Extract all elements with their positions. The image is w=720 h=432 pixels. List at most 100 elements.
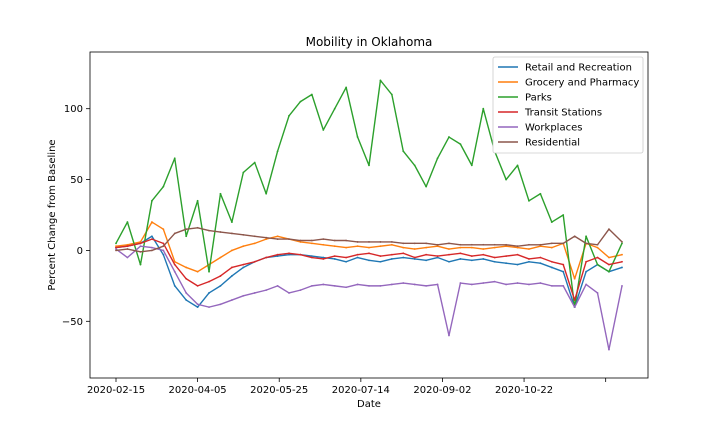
data-point bbox=[562, 284, 565, 287]
data-point bbox=[516, 164, 519, 167]
data-point bbox=[173, 270, 176, 273]
data-point bbox=[299, 241, 302, 243]
data-point bbox=[185, 292, 188, 294]
data-point bbox=[608, 348, 610, 351]
y-tick-label: 50 bbox=[70, 175, 83, 186]
data-point bbox=[596, 263, 599, 266]
data-point bbox=[356, 241, 359, 243]
data-point bbox=[208, 280, 210, 283]
data-point bbox=[413, 256, 416, 259]
data-point bbox=[550, 260, 553, 263]
legend-entry: Transit Stations bbox=[524, 108, 602, 119]
data-point bbox=[139, 250, 142, 253]
data-point bbox=[253, 235, 256, 238]
data-point bbox=[288, 253, 290, 256]
data-point bbox=[425, 185, 428, 188]
data-point bbox=[219, 303, 222, 306]
data-point bbox=[493, 243, 496, 246]
data-point bbox=[322, 283, 325, 286]
data-point bbox=[242, 294, 245, 297]
data-point bbox=[459, 143, 462, 146]
data-point bbox=[402, 252, 405, 255]
data-point bbox=[585, 235, 587, 238]
data-point bbox=[621, 253, 623, 256]
data-point bbox=[185, 277, 188, 280]
data-point bbox=[516, 245, 519, 248]
data-point bbox=[482, 243, 485, 246]
data-point bbox=[459, 243, 462, 246]
data-point bbox=[608, 263, 610, 266]
data-point bbox=[436, 245, 439, 248]
data-point bbox=[585, 260, 587, 263]
data-point bbox=[310, 256, 313, 259]
y-axis: −50 0 50 100 bbox=[62, 104, 90, 328]
data-point bbox=[333, 255, 336, 258]
data-point bbox=[436, 243, 439, 246]
data-point bbox=[573, 277, 576, 280]
data-point bbox=[379, 245, 382, 248]
x-tick-label: 2020-09-02 bbox=[413, 385, 471, 396]
data-point bbox=[115, 249, 117, 252]
data-point bbox=[402, 246, 405, 249]
data-point bbox=[528, 243, 530, 246]
data-point bbox=[173, 284, 176, 287]
data-point bbox=[621, 266, 623, 269]
data-point bbox=[482, 282, 485, 284]
data-point bbox=[573, 299, 576, 301]
data-point bbox=[596, 292, 599, 294]
data-point bbox=[539, 192, 542, 195]
data-point bbox=[470, 255, 473, 258]
data-point bbox=[425, 253, 428, 256]
data-point bbox=[368, 252, 370, 255]
data-point bbox=[425, 259, 428, 262]
data-point bbox=[310, 255, 313, 258]
data-point bbox=[139, 263, 142, 266]
data-point bbox=[219, 231, 222, 233]
data-point bbox=[356, 283, 359, 286]
data-point bbox=[390, 258, 393, 260]
y-tick-label: 100 bbox=[64, 104, 83, 115]
x-tick-label: 2020-02-15 bbox=[87, 385, 145, 396]
data-point bbox=[539, 243, 542, 246]
data-point bbox=[126, 245, 129, 248]
data-point bbox=[173, 260, 176, 263]
data-point bbox=[230, 221, 233, 223]
data-point bbox=[608, 270, 610, 273]
data-point bbox=[550, 266, 553, 269]
data-point bbox=[162, 228, 165, 231]
data-point bbox=[265, 236, 268, 239]
data-point bbox=[333, 245, 336, 248]
data-point bbox=[413, 248, 416, 250]
data-point bbox=[162, 253, 165, 256]
x-tick-label: 2020-05-25 bbox=[250, 385, 308, 396]
data-point bbox=[482, 258, 485, 260]
data-point bbox=[448, 334, 450, 337]
data-point bbox=[402, 150, 405, 153]
legend-entry: Retail and Recreation bbox=[525, 63, 632, 74]
legend: Retail and Recreation Grocery and Pharmac… bbox=[492, 56, 644, 154]
data-point bbox=[253, 161, 256, 164]
data-point bbox=[516, 253, 519, 256]
data-point bbox=[265, 256, 268, 259]
series-residential bbox=[115, 226, 623, 253]
data-point bbox=[242, 245, 245, 248]
data-point bbox=[288, 292, 290, 294]
y-tick-label: −50 bbox=[62, 317, 83, 328]
data-point bbox=[573, 235, 576, 238]
data-point bbox=[505, 245, 508, 248]
data-point bbox=[528, 283, 530, 286]
data-point bbox=[265, 289, 268, 292]
data-point bbox=[185, 299, 188, 301]
series-layer bbox=[115, 79, 623, 351]
data-point bbox=[219, 192, 222, 195]
data-point bbox=[493, 260, 496, 263]
data-point bbox=[115, 246, 117, 249]
data-point bbox=[196, 199, 199, 202]
data-point bbox=[573, 306, 576, 309]
data-point bbox=[345, 260, 348, 263]
data-point bbox=[356, 245, 359, 248]
data-point bbox=[459, 252, 462, 255]
data-point bbox=[322, 129, 325, 131]
data-point bbox=[539, 245, 542, 248]
